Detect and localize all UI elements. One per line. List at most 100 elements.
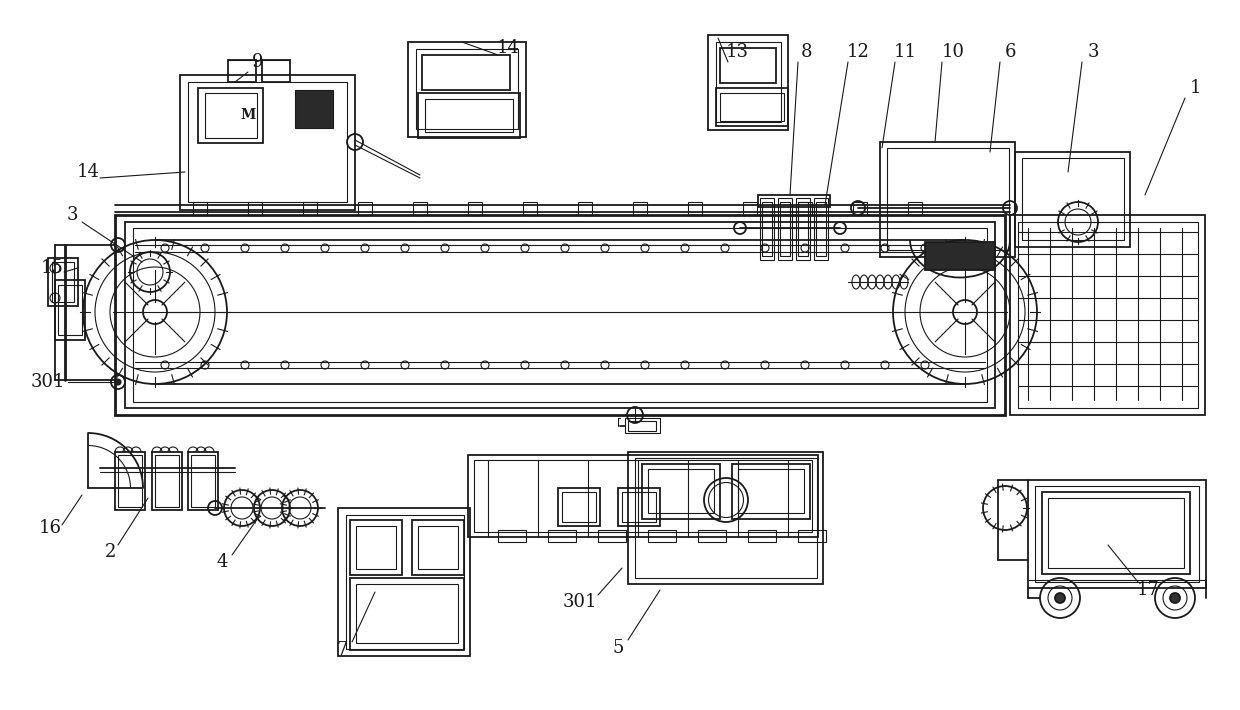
Bar: [732, 464, 810, 519]
Bar: [415, 49, 518, 129]
Bar: [562, 492, 596, 522]
Bar: [193, 202, 207, 215]
Text: 301: 301: [31, 373, 66, 391]
Bar: [698, 530, 725, 542]
Bar: [413, 202, 427, 215]
Text: 15: 15: [41, 259, 63, 277]
Bar: [1042, 492, 1190, 574]
Bar: [205, 93, 257, 138]
Bar: [799, 202, 812, 215]
Text: 17: 17: [1137, 581, 1159, 599]
Bar: [198, 88, 263, 143]
Bar: [880, 142, 1016, 257]
Bar: [1022, 158, 1123, 240]
Text: M: M: [241, 108, 255, 122]
Text: 9: 9: [252, 53, 264, 71]
Bar: [720, 93, 784, 121]
Bar: [188, 82, 347, 202]
Bar: [708, 35, 787, 130]
Bar: [853, 202, 867, 215]
Bar: [52, 262, 74, 302]
Bar: [48, 258, 78, 306]
Bar: [248, 202, 262, 215]
Bar: [295, 90, 334, 128]
Text: 3: 3: [1087, 43, 1099, 61]
Bar: [548, 530, 577, 542]
Bar: [799, 202, 808, 256]
Bar: [418, 526, 458, 569]
Bar: [758, 195, 830, 207]
Bar: [720, 48, 776, 83]
Bar: [339, 508, 470, 656]
Bar: [715, 42, 781, 122]
Bar: [422, 55, 510, 90]
Bar: [813, 198, 828, 260]
Bar: [346, 515, 464, 649]
Bar: [558, 488, 600, 526]
Text: 11: 11: [894, 43, 916, 61]
Bar: [498, 530, 526, 542]
Bar: [350, 520, 402, 575]
Bar: [188, 452, 218, 510]
Bar: [155, 455, 179, 507]
Bar: [418, 93, 520, 138]
Bar: [642, 464, 720, 519]
Bar: [1048, 498, 1184, 568]
Bar: [649, 469, 714, 513]
Bar: [474, 460, 812, 532]
Bar: [228, 60, 255, 82]
Text: 8: 8: [801, 43, 812, 61]
Bar: [191, 455, 215, 507]
Bar: [627, 421, 656, 431]
Bar: [1035, 486, 1199, 582]
Text: 301: 301: [563, 593, 598, 611]
Text: 14: 14: [496, 39, 520, 57]
Bar: [738, 469, 804, 513]
Bar: [350, 578, 464, 650]
Bar: [425, 99, 513, 132]
Bar: [125, 222, 994, 408]
Text: 12: 12: [847, 43, 869, 61]
Bar: [153, 452, 182, 510]
Circle shape: [1171, 593, 1180, 603]
Text: 7: 7: [336, 641, 347, 659]
Bar: [688, 202, 702, 215]
Bar: [743, 202, 756, 215]
Bar: [118, 455, 143, 507]
Bar: [796, 198, 810, 260]
Text: 5: 5: [613, 639, 624, 657]
Bar: [649, 530, 676, 542]
Text: 6: 6: [1004, 43, 1016, 61]
Text: 3: 3: [66, 206, 78, 224]
Bar: [180, 75, 355, 210]
Bar: [760, 198, 774, 260]
Bar: [816, 202, 826, 256]
Bar: [908, 202, 923, 215]
Bar: [1018, 222, 1198, 408]
Bar: [763, 202, 773, 256]
Bar: [618, 488, 660, 526]
Bar: [55, 280, 86, 340]
Bar: [627, 452, 823, 584]
Bar: [598, 530, 626, 542]
Circle shape: [115, 379, 122, 385]
Bar: [115, 452, 145, 510]
Bar: [412, 520, 464, 575]
Bar: [523, 202, 537, 215]
Bar: [115, 215, 1004, 415]
Bar: [58, 285, 82, 335]
Bar: [1016, 152, 1130, 247]
Text: 13: 13: [725, 43, 749, 61]
Bar: [625, 418, 660, 433]
Bar: [777, 198, 792, 260]
Bar: [632, 202, 647, 215]
Bar: [1028, 480, 1207, 588]
Bar: [622, 492, 656, 522]
Text: 4: 4: [216, 553, 228, 571]
Text: 10: 10: [941, 43, 965, 61]
Bar: [467, 202, 482, 215]
Bar: [303, 202, 317, 215]
Bar: [799, 530, 826, 542]
Text: 14: 14: [77, 163, 99, 181]
Bar: [467, 455, 818, 537]
